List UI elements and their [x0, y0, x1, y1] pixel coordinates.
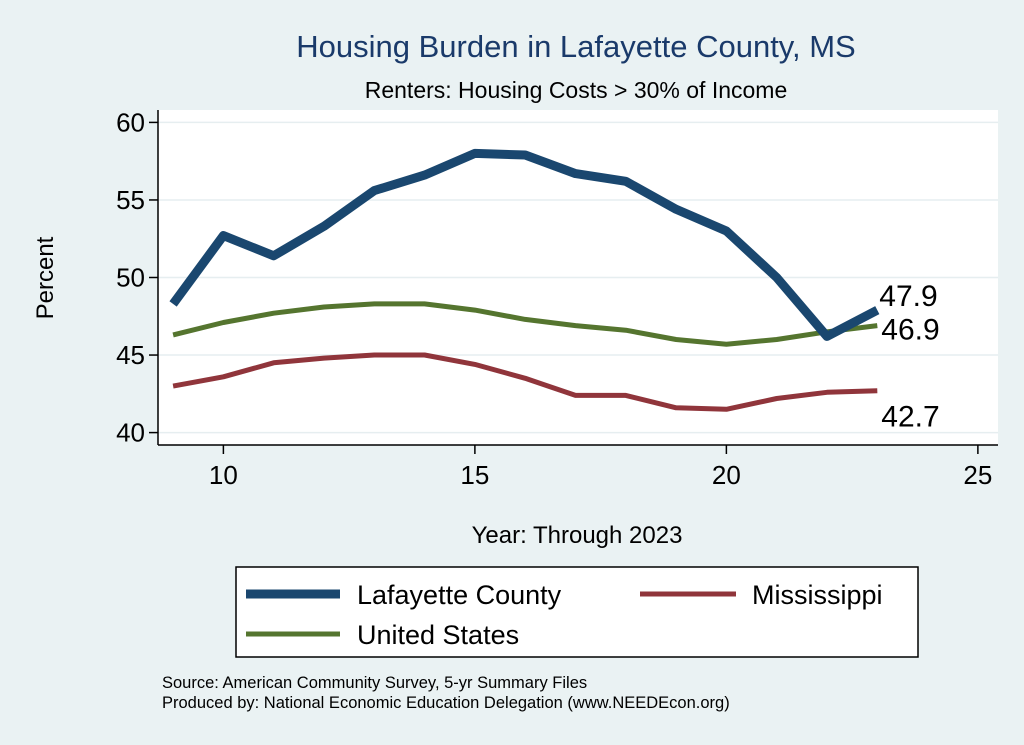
series-line-lafayette-county	[169, 148, 880, 341]
legend-label-lafayette-county: Lafayette County	[357, 580, 562, 610]
axes: 40 45 50 55 60 10 15 20 25	[116, 107, 998, 490]
x-tick-label-10: 10	[209, 460, 238, 490]
legend-box	[235, 566, 919, 658]
producer-note: Produced by: National Economic Education…	[162, 694, 730, 712]
y-tick-label-40: 40	[116, 418, 145, 448]
gridlines	[158, 121, 998, 434]
y-tick-label-45: 45	[116, 340, 145, 370]
end-labels: 47.9 42.7 46.9	[879, 280, 939, 434]
legend: Lafayette County Mississippi United Stat…	[235, 566, 919, 658]
x-axis-title: Year: Through 2023	[472, 522, 683, 549]
y-axis-title: Percent	[32, 236, 59, 319]
y-tick-label-50: 50	[116, 263, 145, 293]
end-label-united-states: 46.9	[881, 314, 939, 347]
y-tick-label-60: 60	[116, 107, 145, 137]
x-tick-label-25: 25	[963, 460, 992, 490]
x-tick-label-15: 15	[460, 460, 489, 490]
chart-title: Housing Burden in Lafayette County, MS	[296, 29, 855, 64]
source-note: Source: American Community Survey, 5-yr …	[162, 674, 587, 692]
y-tick-label-55: 55	[116, 185, 145, 215]
series-line-united-states	[172, 301, 878, 347]
legend-label-mississippi: Mississippi	[752, 580, 883, 610]
chart-subtitle: Renters: Housing Costs > 30% of Income	[365, 77, 788, 103]
legend-label-united-states: United States	[357, 620, 519, 650]
end-label-mississippi: 42.7	[881, 401, 939, 434]
x-tick-label-20: 20	[712, 460, 741, 490]
series-line-mississippi	[172, 352, 878, 412]
end-label-lafayette-county: 47.9	[879, 280, 937, 313]
series-lines	[169, 148, 880, 412]
